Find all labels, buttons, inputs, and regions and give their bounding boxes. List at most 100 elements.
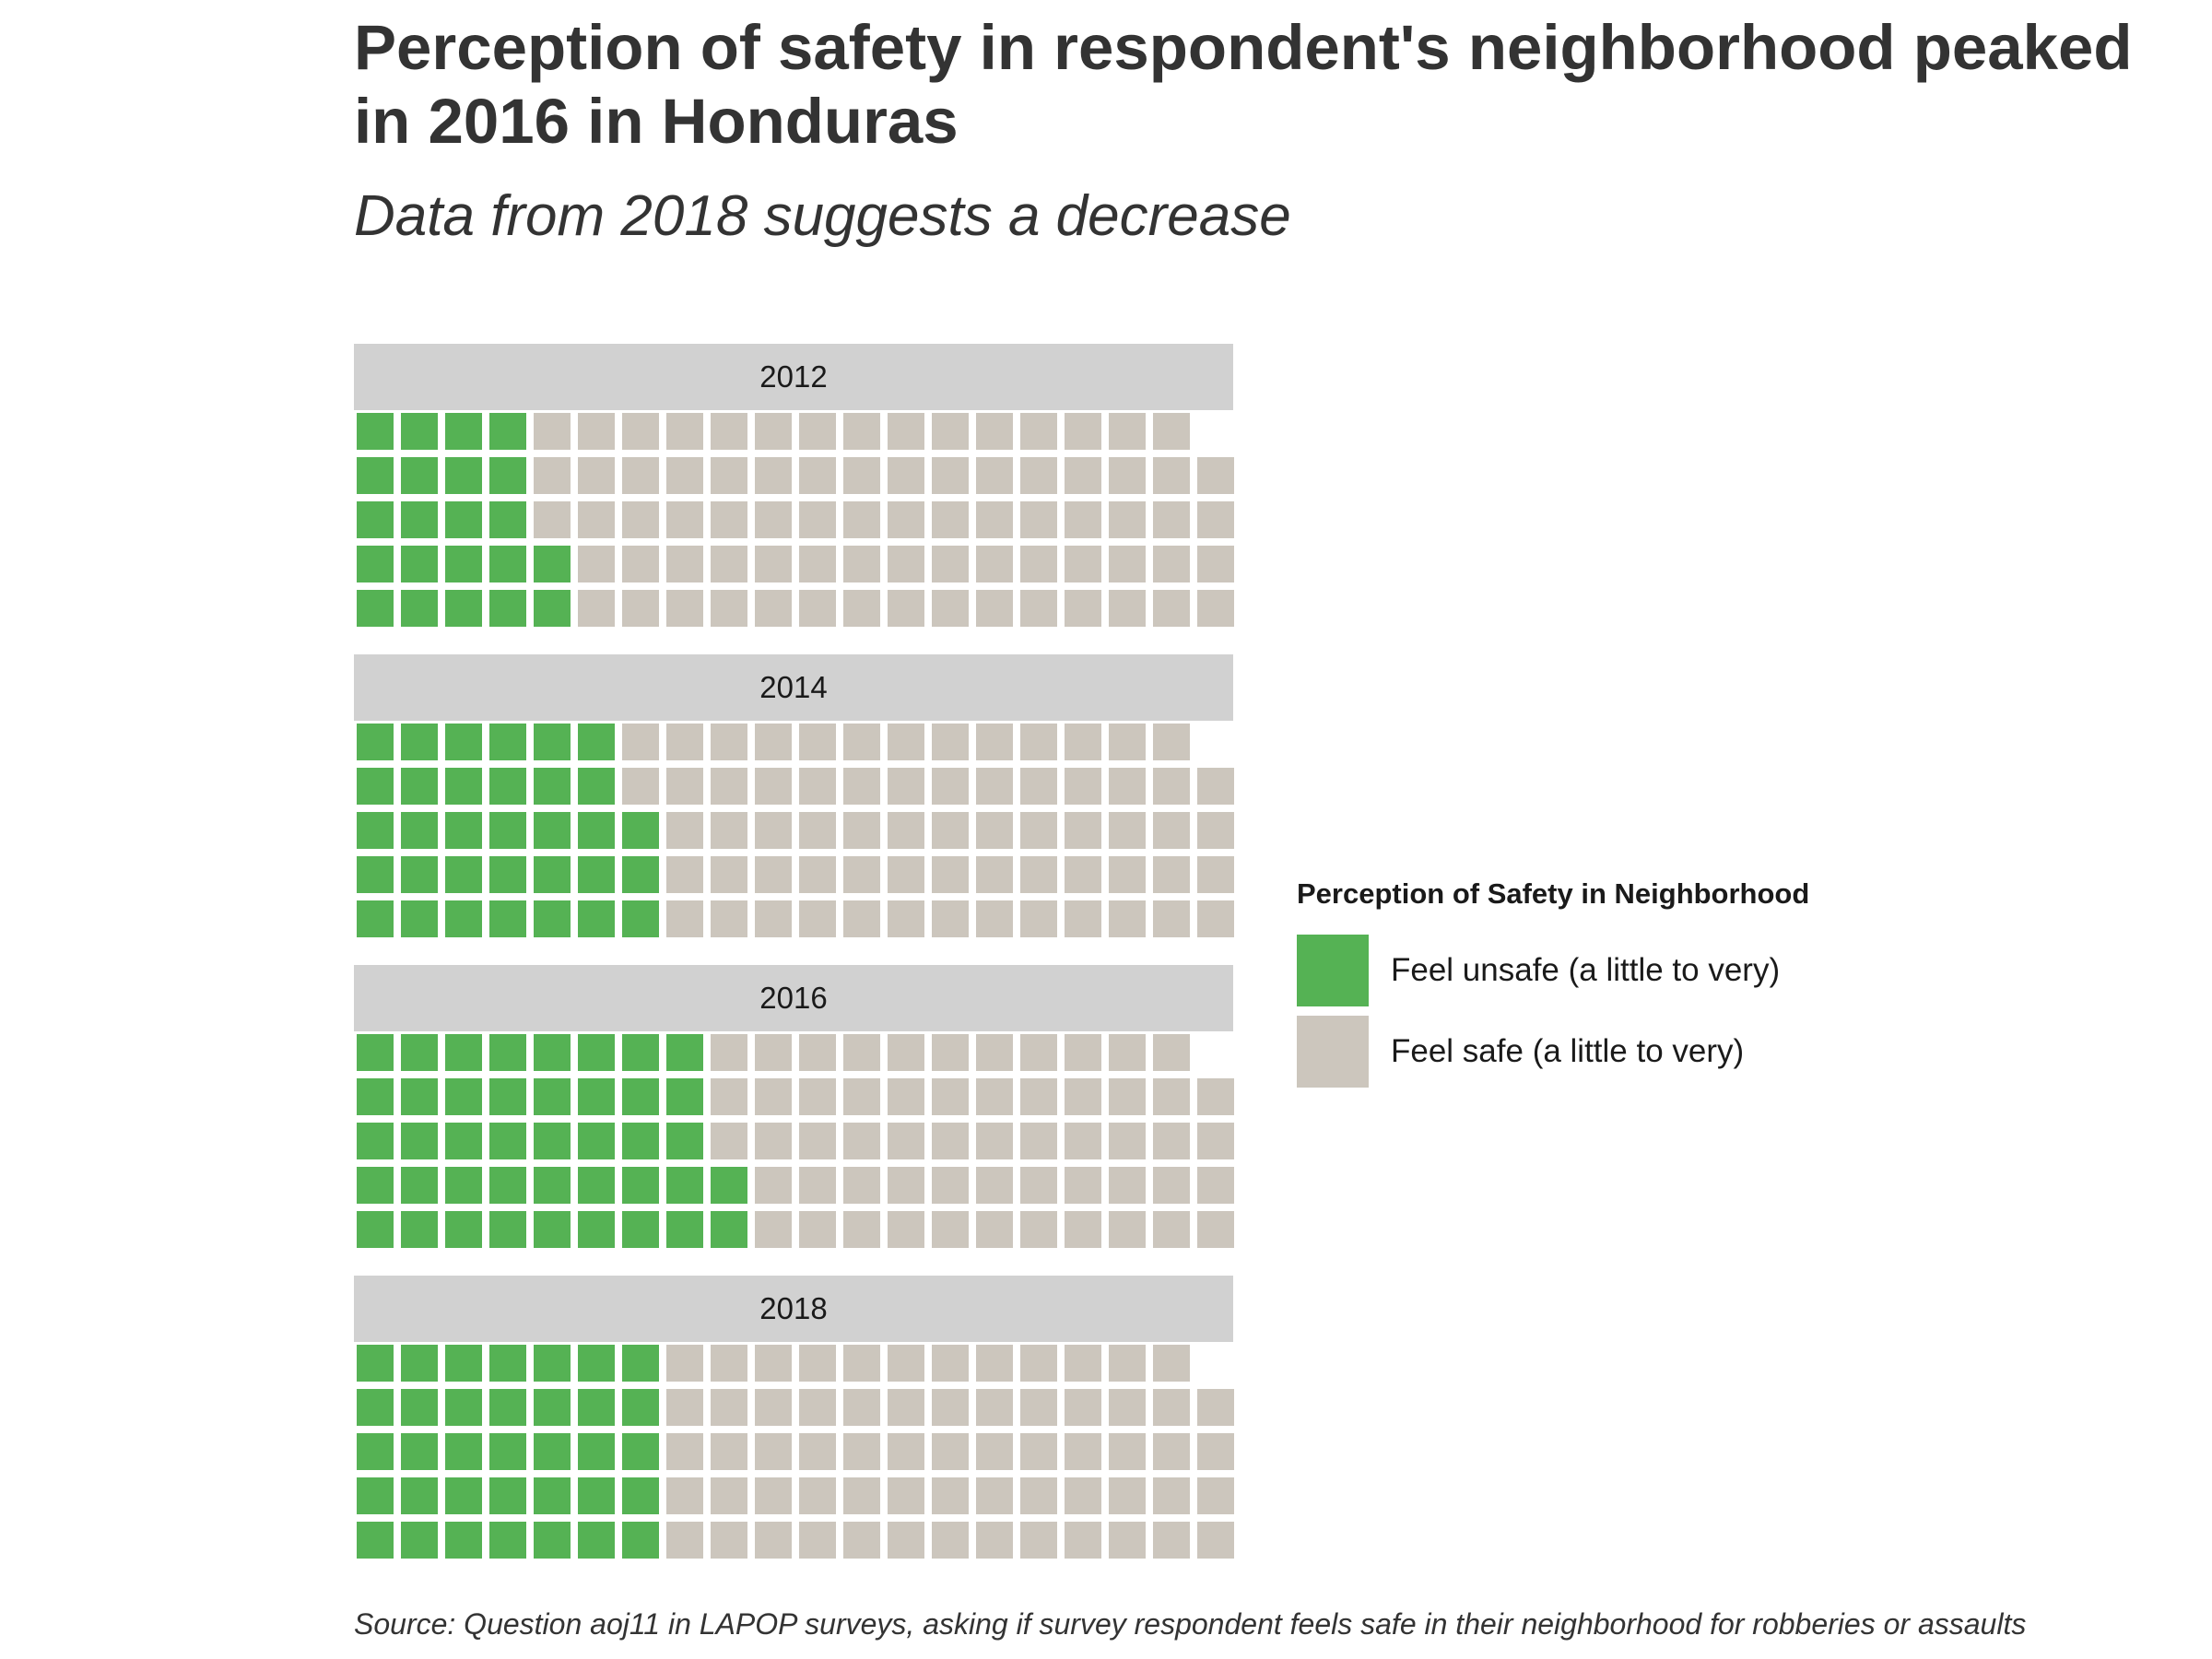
waffle-cell-safe [666, 768, 703, 805]
waffle-cell-safe [843, 1211, 880, 1248]
legend-label-safe: Feel safe (a little to very) [1391, 1033, 1745, 1069]
waffle-cell-safe [1153, 900, 1190, 937]
waffle-cell-unsafe [401, 1389, 438, 1426]
waffle-cell-unsafe [445, 1034, 482, 1071]
waffle-cell-unsafe [534, 724, 571, 760]
waffle-cell-safe [622, 590, 659, 627]
legend-title: Perception of Safety in Neighborhood [1297, 877, 1810, 910]
waffle-cell-safe [799, 724, 836, 760]
waffle-cell-unsafe [401, 1522, 438, 1559]
waffle-cell-unsafe [622, 1477, 659, 1514]
waffle-cell-safe [976, 900, 1013, 937]
waffle-cell-safe [976, 1345, 1013, 1382]
waffle-cell-safe [1020, 1123, 1057, 1159]
waffle-cell-safe [1020, 1477, 1057, 1514]
waffle-cell-unsafe [445, 1433, 482, 1470]
waffle-cell-safe [711, 413, 747, 450]
waffle-cell-safe [666, 1433, 703, 1470]
waffle-cell-safe [932, 1167, 969, 1204]
waffle-cell-safe [1153, 1123, 1190, 1159]
waffle-cell-safe [666, 546, 703, 582]
waffle-cell-unsafe [401, 812, 438, 849]
waffle-cell-safe [1020, 546, 1057, 582]
waffle-cell-unsafe [666, 1211, 703, 1248]
waffle-cell-safe [578, 413, 615, 450]
waffle-cell-safe [1020, 1345, 1057, 1382]
facet-strip-label: 2018 [354, 1276, 1233, 1342]
waffle-cell-safe [1020, 1034, 1057, 1071]
waffle-cell-safe [711, 1345, 747, 1382]
waffle-grid [357, 1345, 1234, 1559]
waffle-cell-safe [976, 1477, 1013, 1514]
waffle-cell-unsafe [534, 1345, 571, 1382]
legend: Perception of Safety in Neighborhood Fee… [1297, 877, 1809, 1092]
waffle-cell-unsafe [489, 413, 526, 450]
waffle-cell-safe [799, 1477, 836, 1514]
waffle-cell-safe [1197, 1167, 1234, 1204]
waffle-cell-safe [1065, 1345, 1101, 1382]
waffle-cell-unsafe [401, 900, 438, 937]
waffle-cell-safe [1109, 1477, 1146, 1514]
waffle-cell-unsafe [357, 1433, 394, 1470]
waffle-cell-safe [1153, 457, 1190, 494]
waffle-cell-safe [1153, 1211, 1190, 1248]
waffle-cell-safe [1065, 1167, 1101, 1204]
waffle-cell-safe [1065, 590, 1101, 627]
waffle-cell-safe [711, 724, 747, 760]
waffle-cell-safe [1065, 1522, 1101, 1559]
waffle-cell-safe [843, 900, 880, 937]
waffle-cell-unsafe [578, 1522, 615, 1559]
waffle-cell-safe [755, 546, 792, 582]
waffle-cell-safe [666, 724, 703, 760]
waffle-cell-unsafe [622, 1167, 659, 1204]
waffle-cell-unsafe [357, 1522, 394, 1559]
waffle-cell-safe [976, 724, 1013, 760]
waffle-cell-safe [976, 1211, 1013, 1248]
waffle-cell-unsafe [357, 590, 394, 627]
waffle-cell-safe [1197, 1211, 1234, 1248]
waffle-cell-safe [1020, 1389, 1057, 1426]
waffle-cell-unsafe [622, 1211, 659, 1248]
waffle-cell-safe [843, 457, 880, 494]
waffle-cell-unsafe [534, 856, 571, 893]
waffle-cell-unsafe [357, 900, 394, 937]
waffle-cell-safe [932, 590, 969, 627]
waffle-cell-safe [1020, 900, 1057, 937]
waffle-cell-safe [711, 501, 747, 538]
waffle-cell-safe [1153, 856, 1190, 893]
waffle-cell-safe [843, 856, 880, 893]
facet-strip-label: 2012 [354, 344, 1233, 410]
waffle-cell-safe [1109, 856, 1146, 893]
waffle-cell-unsafe [357, 812, 394, 849]
waffle-cell-safe [976, 1123, 1013, 1159]
waffle-cell-safe [932, 900, 969, 937]
waffle-cell-safe [622, 413, 659, 450]
waffle-cell-safe [976, 856, 1013, 893]
waffle-cell-unsafe [622, 1522, 659, 1559]
waffle-cell-unsafe [622, 900, 659, 937]
waffle-cell-safe [755, 1167, 792, 1204]
waffle-cell-unsafe [534, 1389, 571, 1426]
waffle-cell-unsafe [401, 590, 438, 627]
chart-title: Perception of safety in respondent's nei… [354, 12, 2133, 157]
waffle-cell-safe [888, 900, 924, 937]
waffle-cell-safe [843, 546, 880, 582]
waffle-cell-unsafe [445, 1477, 482, 1514]
waffle-cell-unsafe [401, 724, 438, 760]
waffle-cell-unsafe [489, 1522, 526, 1559]
waffle-cell-unsafe [489, 1123, 526, 1159]
waffle-cell-safe [843, 1167, 880, 1204]
waffle-cell-safe [1109, 1433, 1146, 1470]
waffle-cell-unsafe [445, 1167, 482, 1204]
waffle-cell-safe [755, 900, 792, 937]
waffle-cell-safe [1109, 724, 1146, 760]
waffle-cell-unsafe [401, 546, 438, 582]
waffle-cell-safe [1153, 1389, 1190, 1426]
waffle-cell-safe [799, 812, 836, 849]
waffle-cell-safe [976, 812, 1013, 849]
waffle-cell-safe [888, 724, 924, 760]
waffle-cell-safe [799, 546, 836, 582]
waffle-cell-safe [932, 413, 969, 450]
waffle-cell-unsafe [578, 1477, 615, 1514]
waffle-cell-unsafe [401, 457, 438, 494]
